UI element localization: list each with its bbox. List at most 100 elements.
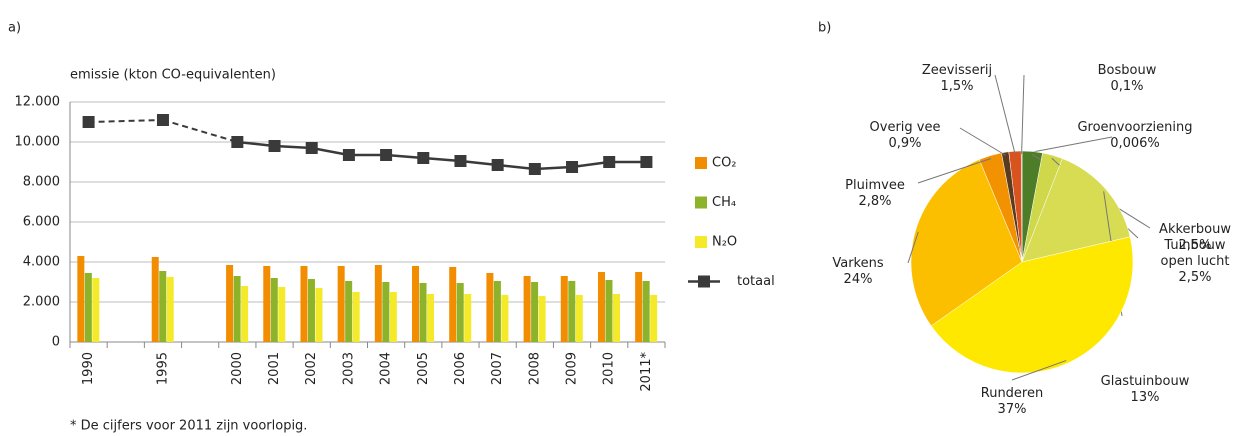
bar (345, 281, 353, 342)
legend-label: totaal (737, 274, 775, 289)
bar (263, 266, 271, 342)
x-tick-label: 2009 (565, 352, 580, 385)
y-tick-label: 12.000 (15, 95, 61, 110)
slice-value-label: 13% (1130, 390, 1160, 405)
bar (241, 286, 249, 342)
y-tick-label: 4.000 (23, 255, 60, 270)
slice-value-label: 0,006% (1110, 136, 1160, 151)
slice-label: Groenvoorziening (1077, 120, 1193, 135)
slice-value-label: 0,9% (888, 136, 922, 151)
slice-value-label: 1,5% (940, 79, 974, 94)
legend-marker (698, 275, 710, 288)
bar (419, 283, 427, 342)
bar (315, 288, 323, 342)
slice-value-label: 0,1% (1110, 79, 1144, 94)
bar (568, 281, 576, 342)
x-tick-label: 2002 (304, 352, 319, 385)
slice-label: Varkens (832, 256, 884, 271)
bar (575, 295, 583, 342)
line-bridge (162, 119, 238, 143)
line-marker (528, 163, 541, 175)
slice-label: Runderen (980, 386, 1044, 401)
leader-line (1021, 136, 1113, 155)
line-marker (231, 136, 244, 148)
bar (352, 292, 360, 342)
line-marker (566, 161, 579, 173)
bar (642, 281, 650, 342)
bar (456, 283, 464, 342)
bar (166, 277, 174, 342)
bar (374, 265, 382, 342)
legend-label: CO₂ (712, 156, 737, 171)
y-tick-label: 2.000 (23, 295, 60, 310)
bar (605, 280, 613, 342)
bar (412, 266, 420, 342)
bar (486, 273, 494, 342)
pie-slice (1021, 158, 1131, 263)
slice-value-label: 2,5% (1178, 270, 1212, 285)
x-tick-label: 1995 (155, 352, 170, 385)
bar (84, 273, 92, 342)
legend-swatch (695, 157, 707, 169)
slice-label: Glastuinbouw (1100, 374, 1190, 389)
y-axis-label: emissie (kton CO-equivalenten) (70, 68, 276, 83)
x-tick-label: 2006 (453, 352, 468, 385)
slice-label: Zeevisserij (921, 63, 993, 78)
pie-slice (910, 159, 1023, 327)
leader-line (917, 158, 992, 184)
leader-line (907, 231, 919, 264)
slice-value-label: 2,8% (858, 194, 892, 209)
slice-label: Pluimvee (845, 178, 905, 193)
line-marker (491, 159, 504, 171)
bar (449, 267, 457, 342)
x-tick-label: 2004 (379, 352, 394, 385)
bar (226, 265, 234, 342)
bar (635, 272, 643, 342)
x-tick-label: 2007 (490, 352, 505, 385)
bar (560, 276, 568, 342)
slice-label: Overig vee (869, 120, 941, 135)
line-marker (156, 114, 169, 126)
legend-swatch (695, 196, 707, 209)
line-marker (305, 142, 318, 154)
bar (233, 276, 241, 342)
line-marker (342, 149, 355, 161)
bar (612, 294, 620, 342)
y-tick-label: 0 (52, 335, 60, 350)
line-marker (640, 156, 653, 168)
x-tick-label: 2005 (416, 352, 431, 385)
footnote: * De cijfers voor 2011 zijn voorlopig. (70, 419, 307, 434)
y-tick-label: 6.000 (23, 215, 60, 230)
line-marker (82, 116, 95, 128)
x-tick-label: 2003 (341, 352, 356, 385)
bar (427, 294, 435, 342)
bar (501, 295, 509, 342)
line-marker (380, 149, 393, 161)
y-tick-label: 10.000 (15, 135, 61, 150)
bar (523, 276, 531, 342)
bar (531, 282, 539, 342)
bar (464, 294, 472, 342)
x-tick-label: 2001 (267, 352, 282, 385)
slice-label: Tuinbouw open lucht (1160, 238, 1230, 269)
x-tick-label: 2010 (602, 352, 617, 385)
bar (92, 278, 100, 342)
x-tick-label: 2008 (527, 352, 542, 385)
leader-line (994, 74, 1016, 155)
x-tick-label: 2011* (639, 352, 654, 392)
slice-value-label: 2,5% (1178, 238, 1212, 253)
legend-label: N₂O (712, 235, 737, 250)
bar (597, 272, 605, 342)
legend-label: CH₄ (712, 195, 736, 210)
bar (300, 266, 308, 342)
line-marker (268, 140, 281, 152)
slice-label: Akkerbouw (1159, 222, 1231, 237)
bar (650, 295, 658, 342)
pie-slice (930, 236, 1134, 374)
x-tick-label: 1990 (81, 352, 96, 385)
panel-label: b) (818, 21, 831, 36)
bar (493, 281, 501, 342)
panel-label: a) (8, 21, 21, 36)
line-marker (603, 156, 616, 168)
